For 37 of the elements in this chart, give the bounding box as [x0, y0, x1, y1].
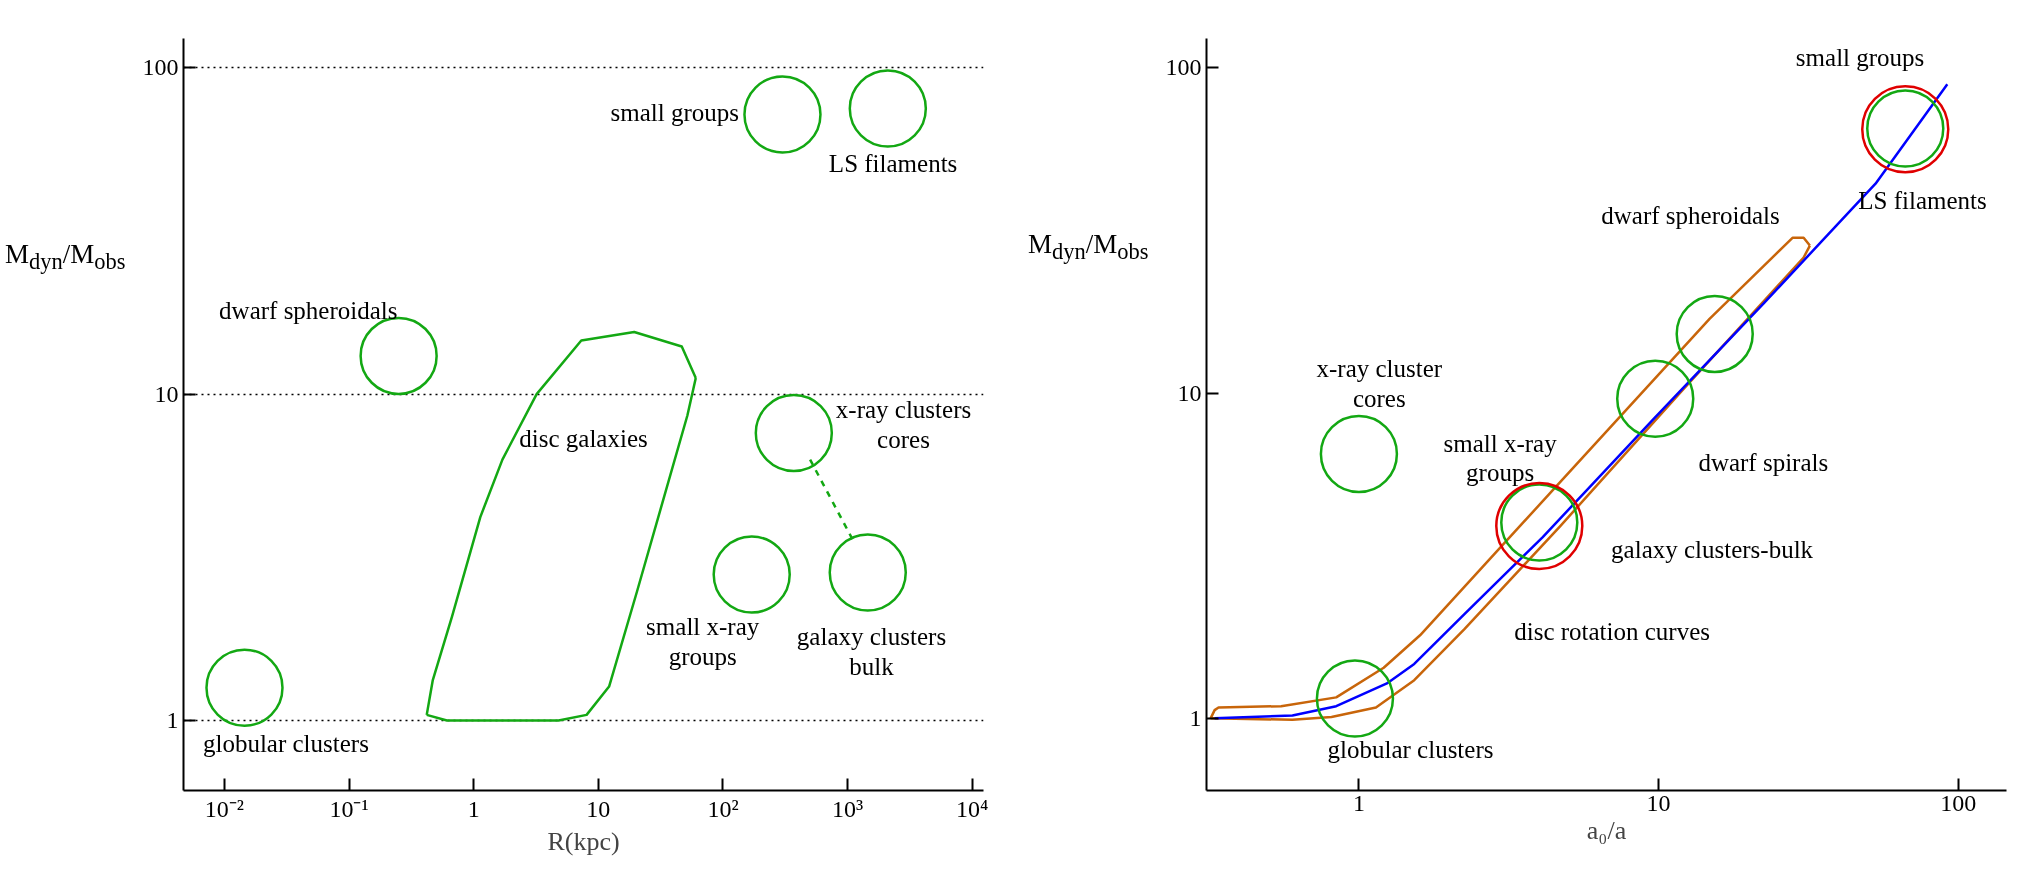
annotation: dwarf spirals — [1698, 449, 1829, 477]
x-tick-label: 10² — [707, 795, 739, 822]
x-tick-label: 10⁻¹ — [329, 795, 369, 822]
annotation: dwarf spheroidals — [219, 297, 398, 325]
annotation: galaxy clusters bulk — [796, 623, 947, 680]
x-axis-title: R(kpc) — [547, 826, 620, 856]
x-tick-label: 10⁴ — [956, 795, 989, 822]
x-tick-label: 1 — [467, 795, 480, 822]
x-tick-label: 10 — [586, 795, 611, 822]
y-axis-title: M$_{dyn}$/M$_{obs}$ — [1028, 229, 1149, 265]
y-tick-label: 10 — [154, 380, 179, 407]
annotation: LS filaments — [1858, 187, 1987, 215]
y-tick-label: 100 — [1165, 54, 1202, 81]
annotation: galaxy clusters-bulk — [1611, 536, 1814, 564]
annotation: small groups — [1795, 43, 1925, 71]
x-tick-label: 10⁻² — [204, 795, 244, 822]
x-tick-label: 10³ — [832, 795, 864, 822]
x-axis-title: a₀/a — [1586, 815, 1627, 845]
annotation: disc galaxies — [519, 425, 648, 453]
annotation: small x-ray groups — [646, 613, 760, 670]
annotation: dwarf spheroidals — [1601, 202, 1780, 230]
annotation: x-ray clusters cores — [835, 395, 972, 453]
x-tick-label: 100 — [1940, 789, 1977, 816]
y-axis-title: M$_{dyn}$/M$_{obs}$ — [5, 239, 126, 275]
x-tick-label: 10 — [1646, 789, 1671, 816]
y-tick-label: 10 — [1177, 379, 1202, 406]
annotation: small x-ray groups — [1443, 429, 1558, 487]
y-tick-label: 1 — [166, 706, 179, 733]
annotation: globular clusters — [202, 730, 369, 758]
x-tick-label: 1 — [1352, 789, 1365, 816]
annotation: LS filaments — [828, 149, 958, 177]
annotation: globular clusters — [1327, 735, 1494, 763]
annotation: x-ray cluster cores — [1316, 355, 1443, 413]
y-tick-label: 100 — [142, 54, 179, 81]
annotation: small groups — [610, 98, 739, 126]
annotation: disc rotation curves — [1514, 618, 1710, 646]
y-tick-label: 1 — [1189, 704, 1202, 731]
